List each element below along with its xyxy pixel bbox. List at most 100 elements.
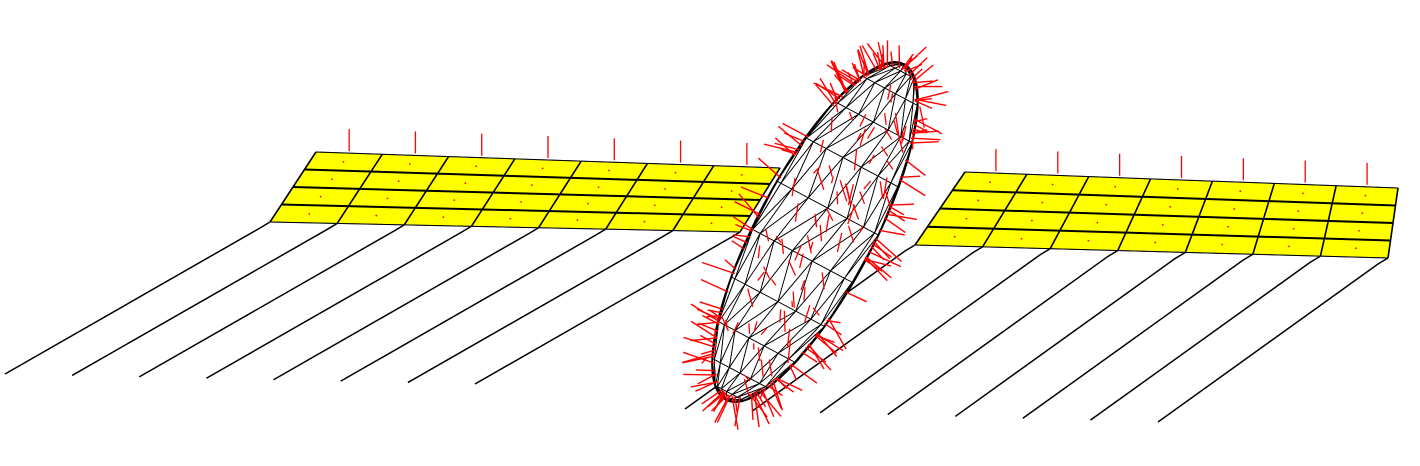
left-wing-panel-center [464,182,467,185]
fuselage-normal-vector [872,52,881,71]
fuselage-normal-vector [792,291,795,308]
fuselage-normal-vector [800,279,806,291]
fuselage-normal-vector [747,288,754,307]
left-wing-chord-line [304,168,771,185]
fuselage-normal-vector [914,100,933,110]
fuselage-normal-vector [799,253,804,269]
fuselage-normal-vector [914,90,949,101]
left-wing-panel-center [319,195,322,198]
fuselage-normal-vector [911,129,928,134]
left-wing-panel-center [730,190,733,192]
fuselage-normal-vector [880,54,884,70]
fuselage-normal-vector [697,373,717,385]
fuselage-normal-vector [885,213,918,221]
left-wing-span-line [537,160,582,229]
fuselage-normal-vector [853,63,861,82]
fuselage-normal-vector [904,159,926,176]
fuselage-normal-vector [841,69,862,82]
fuselage-normal-vector [779,309,782,323]
fuselage-normal-vector [898,178,926,197]
fuselage-normal-vector [803,287,806,301]
left-wing-panel-center [475,165,478,168]
fuselage-normal-vector [911,64,934,84]
fuselage-normal-vector [743,374,751,382]
right-wing-panel-center [1292,227,1295,230]
fuselage-normal-vector [890,93,894,103]
fuselage-normal-vector [794,245,802,261]
fuselage-normal-vector [819,224,823,242]
fuselage-normal-vector [830,116,833,133]
fuselage-normal-vector [774,142,800,151]
fuselage-normal-vector [808,343,825,370]
fuselage-normal-vector [827,317,847,350]
left-wing-span-line [403,156,450,226]
right-wing-panel-center [1354,247,1357,250]
fuselage-normal-vector [804,305,811,323]
left-wing-chord-line [281,203,751,217]
fuselage-normal-vector [759,388,767,399]
fuselage-normal-vector [790,363,818,384]
fuselage-normal-vector [801,351,818,363]
fuselage-normal-vector [847,72,853,82]
fuselage-normal-vector [755,391,767,408]
left-wing-panel-center [608,169,610,172]
fuselage-normal-vector [919,106,925,128]
fuselage-normal-vector [887,85,892,100]
fuselage-normal-vector [836,232,843,252]
fuselage-normal-vector [735,223,753,232]
right-wing-chord-line [927,225,1391,242]
fuselage-normal-vector [816,169,825,190]
left-wing-panel-center [408,163,411,165]
fuselage-normal-vector [788,260,797,276]
left-wing-panel-center [643,220,646,223]
right-wake-lines [684,244,1389,423]
fuselage-normal-vector [871,243,892,258]
fuselage-normal-vector [848,111,853,121]
fuselage-normal-vector [825,215,830,233]
fuselage-mesh [711,61,919,403]
fuselage-normal-vector [856,132,862,141]
fuselage-normal-vector [826,208,834,221]
fuselage-normal-vector [859,191,866,205]
fuselage-normal-vector [894,112,900,135]
fuselage-normal-vector [762,266,771,279]
fuselage-normal-vector [830,176,834,184]
fuselage-normal-vector [702,390,725,412]
left-wing-chord-line [315,151,781,169]
fuselage-normal-vector [731,240,745,250]
left-wake-line [4,221,271,375]
right-wing-panel-center [1288,245,1290,248]
fuselage-normal-vector [884,128,893,140]
fuselage-normal-vector [699,301,724,311]
fuselage-normal-vector [724,259,737,271]
right-wing-panel-center [1030,219,1033,222]
left-wake-lines [4,221,741,385]
fuselage-normal-vector [690,320,718,339]
fuselage-normal-vector [861,45,878,72]
fuselage-normal-vector [696,308,721,321]
fuselage-normal-vector [786,328,791,348]
left-wing-panel-center [453,199,456,202]
right-wing-panel-center [989,181,991,184]
fuselage-normal-vector [839,180,848,202]
fuselage-normal-vector [769,381,782,409]
fuselage-normal-vector [834,96,839,113]
fuselage-normal-vector [753,392,760,428]
fuselage-normal-vector [707,392,726,408]
fuselage-normal-vector [757,245,761,259]
fuselage-normal-vector [844,183,852,205]
fuselage-normal-vector [701,349,716,355]
fuselage-normal-vector [868,154,875,165]
fuselage-normal-vector [876,51,882,70]
fuselage-normal-vector [757,347,761,361]
right-wing-panel-center [1041,201,1044,204]
fuselage-normal-vector [707,309,723,314]
right-wake-line [752,246,983,412]
right-wing-panel-center [1051,183,1054,186]
right-wing-chord-line [952,189,1396,207]
left-wake-line [340,228,607,382]
fuselage-normal-vector [695,380,719,392]
left-wing-panel-center [710,222,713,225]
left-wing-span-line [672,165,715,231]
right-wing-panel-center [1114,185,1117,188]
